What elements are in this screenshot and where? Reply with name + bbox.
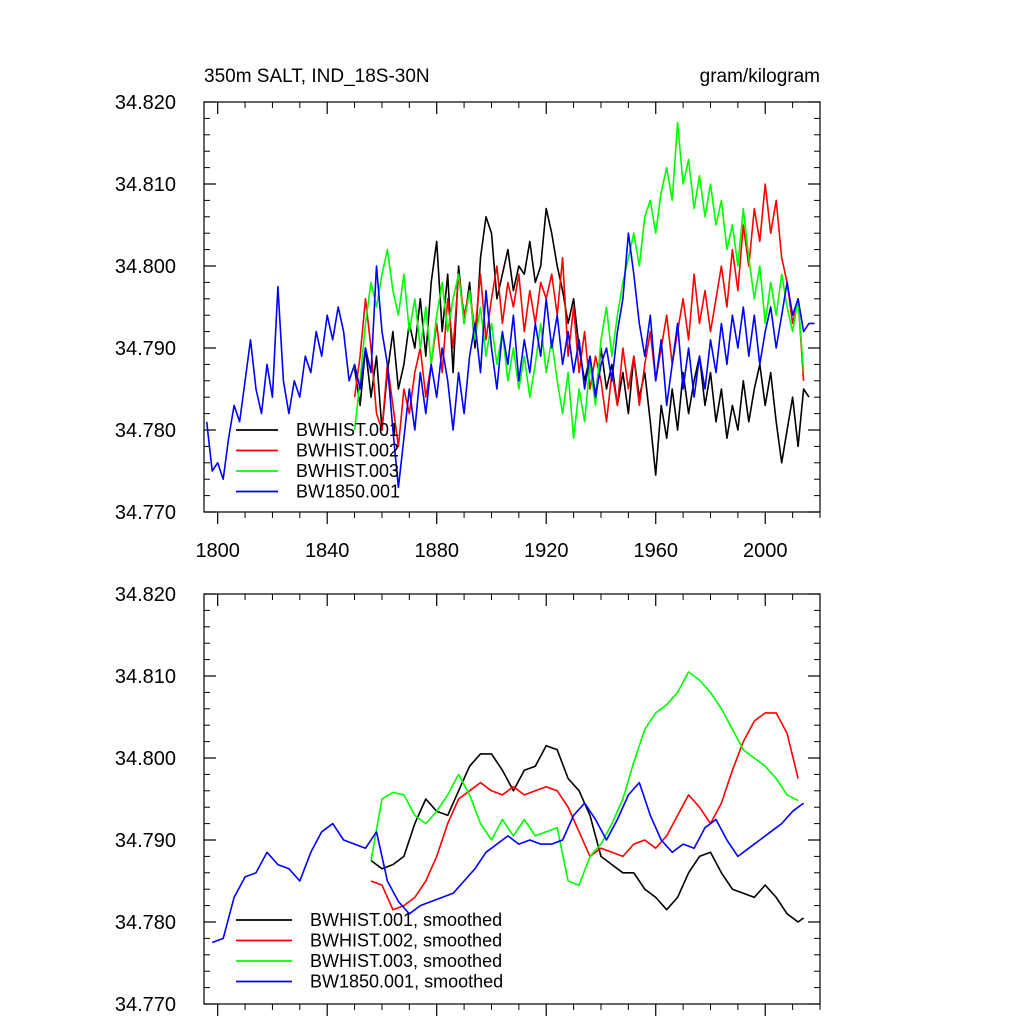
chart-title: 350m SALT, IND_18S-30N xyxy=(204,66,430,87)
plot-frame xyxy=(203,593,821,1005)
series-line-bw1850-001-smoothed xyxy=(211,781,805,944)
series-line-bwhist-003-smoothed xyxy=(370,671,799,886)
x-tick-label: 1920 xyxy=(524,540,569,562)
legend-label: BWHIST.001 xyxy=(296,420,399,440)
units-label: gram/kilogram xyxy=(700,66,820,87)
y-tick-label: 34.800 xyxy=(115,256,176,278)
series-line-bwhist-002-smoothed xyxy=(370,712,799,911)
series-lines xyxy=(205,121,815,489)
top-chart: 350m SALT, IND_18S-30N gram/kilogram 34.… xyxy=(115,66,821,562)
legend-label: BWHIST.002 xyxy=(296,441,399,461)
y-tick-label: 34.810 xyxy=(115,666,176,688)
legend-label: BW1850.001, smoothed xyxy=(310,972,503,992)
y-tick-label: 34.800 xyxy=(115,748,176,770)
legend-label: BWHIST.001, smoothed xyxy=(310,910,502,930)
plot-frame xyxy=(203,101,821,513)
y-tick-label: 34.770 xyxy=(115,502,176,524)
y-tick-label: 34.820 xyxy=(115,584,176,606)
y-tick-label: 34.810 xyxy=(115,174,176,196)
y-tick-label: 34.770 xyxy=(115,994,176,1016)
series-line-bwhist-001-smoothed xyxy=(370,744,805,923)
x-tick-label: 2000 xyxy=(743,540,788,562)
y-tick-label: 34.780 xyxy=(115,420,176,442)
x-tick-label: 1960 xyxy=(633,540,678,562)
y-tick-label: 34.780 xyxy=(115,912,176,934)
legend-label: BWHIST.003, smoothed xyxy=(310,951,502,971)
y-tick-label: 34.790 xyxy=(115,338,176,360)
series-line-bwhist-003 xyxy=(353,121,805,439)
legend-label: BW1850.001 xyxy=(296,482,400,502)
bottom-chart: 34.770 34.780 34.790 34.800 34.810 34.820 BWH… xyxy=(115,584,821,1016)
legend-label: BWHIST.003 xyxy=(296,461,399,481)
y-tick-label: 34.790 xyxy=(115,830,176,852)
x-tick-label: 1800 xyxy=(195,540,240,562)
series-lines xyxy=(211,671,805,944)
y-tick-label: 34.820 xyxy=(115,92,176,114)
legend-label: BWHIST.002, smoothed xyxy=(310,931,502,951)
ticks: 34.770 34.780 34.790 34.800 34.810 34.820 1800… xyxy=(115,92,821,562)
series-line-bw1850-001 xyxy=(205,232,815,489)
x-tick-label: 1840 xyxy=(305,540,350,562)
ticks: 34.770 34.780 34.790 34.800 34.810 34.820 xyxy=(115,584,821,1016)
x-tick-label: 1880 xyxy=(414,540,459,562)
